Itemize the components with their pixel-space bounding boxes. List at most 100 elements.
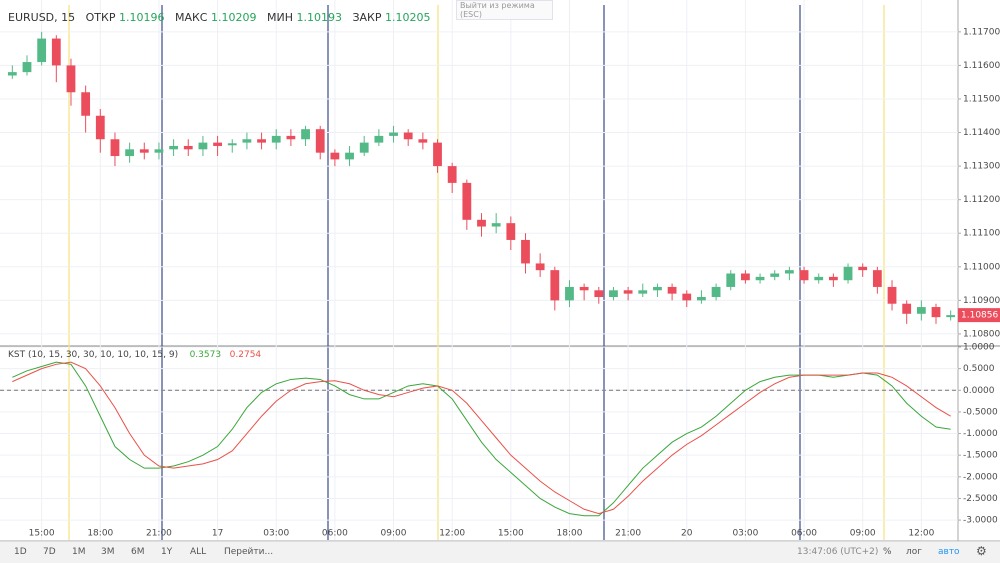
candle-body bbox=[916, 307, 926, 314]
candle-body bbox=[697, 297, 706, 301]
legend-entry: 0.3573 bbox=[189, 350, 222, 360]
y-tick-label: 1.11300 bbox=[963, 162, 1000, 172]
clock: 13:47:06 (UTC+2) bbox=[797, 547, 879, 557]
low-value: 1.10193 bbox=[296, 11, 342, 24]
close-value: 1.10205 bbox=[385, 11, 431, 24]
candle-body bbox=[872, 270, 882, 287]
x-tick-label: 17 bbox=[212, 529, 223, 539]
y-tick-label: -3.0000 bbox=[963, 516, 998, 526]
candle-body bbox=[726, 273, 736, 287]
candle-body bbox=[213, 142, 222, 146]
log-button[interactable]: лог bbox=[906, 547, 922, 557]
candle-body bbox=[521, 239, 530, 264]
candle-body bbox=[374, 135, 384, 143]
y-tick-label: -0.5000 bbox=[963, 407, 998, 417]
candle-body bbox=[462, 182, 472, 220]
candle-body bbox=[418, 139, 428, 143]
candle-body bbox=[315, 129, 325, 153]
candle-body bbox=[433, 142, 442, 167]
candle-body bbox=[477, 219, 486, 227]
x-tick-label: 15:00 bbox=[498, 529, 524, 539]
candle-body bbox=[653, 286, 662, 291]
candle-body bbox=[858, 266, 868, 271]
candle-body bbox=[623, 290, 633, 294]
goto-button[interactable]: Перейти... bbox=[224, 547, 274, 557]
candle-body bbox=[257, 139, 266, 143]
candle-body bbox=[169, 145, 179, 150]
candle-body bbox=[359, 142, 369, 153]
x-tick-label: 18:00 bbox=[87, 529, 113, 539]
indicator-line bbox=[12, 361, 951, 517]
candle-body bbox=[682, 293, 692, 301]
range-button[interactable]: 6M bbox=[131, 547, 145, 557]
candle-body bbox=[227, 143, 237, 146]
candle-body bbox=[755, 276, 765, 281]
settings-icon[interactable]: ⚙ bbox=[976, 544, 987, 558]
candle-body bbox=[594, 290, 604, 298]
candle-body bbox=[946, 315, 956, 318]
candle-body bbox=[784, 270, 794, 274]
range-button[interactable]: 1D bbox=[14, 547, 27, 557]
x-tick-label: 18:00 bbox=[557, 529, 583, 539]
range-button[interactable]: 1M bbox=[72, 547, 86, 557]
price-axis-bg bbox=[958, 0, 1000, 541]
candle-body bbox=[286, 135, 296, 140]
percent-button[interactable]: % bbox=[883, 547, 892, 557]
exit-tooltip[interactable]: Выйти из режима (ESC) bbox=[456, 0, 553, 20]
grid bbox=[41, 0, 922, 540]
high-label: МАКС bbox=[174, 11, 208, 24]
x-tick-label: 06:00 bbox=[791, 529, 817, 539]
candle-body bbox=[125, 149, 135, 157]
x-tick-label: 15:00 bbox=[29, 529, 55, 539]
candle-body bbox=[403, 132, 413, 140]
candle-body bbox=[887, 286, 897, 304]
candle-body bbox=[198, 142, 208, 150]
candle-body bbox=[550, 270, 560, 301]
candle-body bbox=[828, 276, 838, 281]
candle-body bbox=[183, 145, 193, 150]
candle-body bbox=[902, 303, 912, 314]
x-tick-label: 12:00 bbox=[439, 529, 465, 539]
range-button[interactable]: 1Y bbox=[161, 547, 173, 557]
y-tick-label: 1.11100 bbox=[963, 229, 1000, 239]
y-tick-label: 1.10800 bbox=[963, 329, 1000, 339]
candle-body bbox=[741, 273, 750, 281]
y-tick-label: 1.11200 bbox=[963, 195, 1000, 205]
range-button[interactable]: 7D bbox=[43, 547, 56, 557]
y-tick-label: -2.0000 bbox=[963, 472, 998, 482]
candle-body bbox=[389, 132, 398, 136]
y-tick-label: 1.11500 bbox=[963, 94, 1000, 104]
legend-entry: 0.2754 bbox=[229, 350, 262, 360]
candle-body bbox=[770, 273, 780, 277]
candle-body bbox=[565, 286, 574, 301]
range-button[interactable]: 3M bbox=[101, 547, 115, 557]
candle-body bbox=[843, 266, 853, 281]
candle-body bbox=[301, 129, 310, 140]
x-tick-label: 21:00 bbox=[615, 529, 641, 539]
last-price-box bbox=[958, 308, 1000, 323]
symbol: EURUSD, 15 bbox=[8, 11, 76, 24]
y-tick-label: 1.11400 bbox=[963, 128, 1000, 138]
y-tick-label: -2.5000 bbox=[963, 494, 998, 504]
candle-body bbox=[37, 38, 47, 63]
x-tick-label: 20 bbox=[681, 529, 693, 539]
candle-body bbox=[609, 290, 618, 298]
y-tick-label: 1.11600 bbox=[963, 61, 1000, 71]
chart: 15:00 18:00 21:00 17 03:00 06:00 09:00 12:00 15:… bbox=[0, 0, 1000, 541]
range-button[interactable]: ALL bbox=[190, 547, 207, 557]
indicator-legend: KST (10, 15, 30, 30, 10, 10, 10, 15, 9) … bbox=[8, 350, 261, 360]
candle-body bbox=[447, 166, 457, 183]
candle-body bbox=[491, 223, 501, 227]
x-tick-label: 09:00 bbox=[850, 529, 876, 539]
y-tick-label: 1.11700 bbox=[963, 27, 1000, 37]
candle-body bbox=[667, 286, 677, 294]
bottom-toolbar: 1D 7D 1M 3M 6M 1Y ALL Перейти... 13:47:0… bbox=[0, 541, 1000, 563]
candle-body bbox=[345, 152, 354, 160]
open-value: 1.10196 bbox=[118, 11, 165, 24]
auto-button[interactable]: авто bbox=[938, 547, 960, 557]
tooltip-text: Выйти из режима bbox=[460, 1, 535, 10]
y-tick-label: -1.5000 bbox=[963, 451, 998, 461]
candle-body bbox=[66, 65, 76, 93]
y-tick-label: 0.5000 bbox=[963, 364, 995, 374]
